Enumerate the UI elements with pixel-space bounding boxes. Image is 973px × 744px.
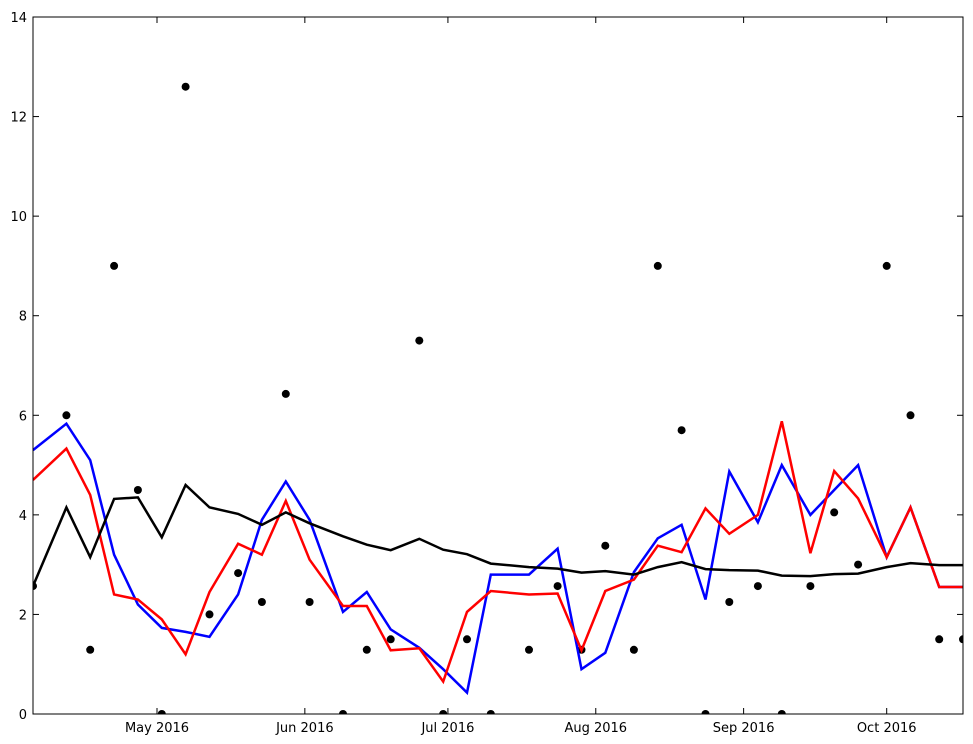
x-tick-label: Jul 2016 (420, 721, 474, 736)
data-point (601, 541, 610, 550)
data-point (806, 582, 815, 591)
y-tick-label: 6 (19, 409, 27, 424)
data-point (777, 710, 786, 714)
data-point (205, 610, 214, 619)
data-point (133, 486, 142, 494)
x-tick-label: Oct 2016 (857, 721, 917, 736)
data-point (281, 389, 290, 398)
data-point (553, 582, 562, 591)
data-point (415, 336, 424, 345)
data-point (181, 82, 190, 91)
data-point (439, 710, 448, 714)
x-tick-label: May 2016 (125, 721, 189, 736)
data-point (157, 710, 166, 714)
data-point (701, 710, 710, 714)
y-tick-label: 8 (19, 310, 27, 325)
y-tick-label: 12 (10, 111, 27, 126)
data-point (725, 598, 734, 606)
y-tick-label: 10 (10, 210, 27, 225)
data-point (882, 261, 891, 270)
x-tick-label: Jun 2016 (275, 721, 334, 736)
data-point (753, 582, 762, 591)
data-point (386, 635, 395, 644)
data-point (653, 261, 662, 270)
data-point (959, 635, 963, 644)
data-point (305, 598, 314, 606)
data-point (830, 508, 839, 517)
data-point (629, 645, 638, 654)
data-point (362, 645, 371, 654)
y-tick-label: 14 (10, 11, 27, 26)
data-point (257, 598, 266, 606)
data-point (935, 635, 944, 644)
plot-area (33, 82, 963, 714)
data-point (854, 560, 863, 569)
data-point (677, 426, 686, 435)
data-point (62, 411, 71, 420)
axes: 0 2 4 6 8 10 12 14 May 2016 Jun 2016 Jul 2016 Aug 2… (10, 11, 964, 736)
data-point (463, 635, 471, 644)
data-point (110, 261, 119, 270)
data-point (906, 411, 915, 420)
x-tick-label: Aug 2016 (564, 721, 627, 736)
data-point (486, 710, 495, 714)
series-line-2 (33, 420, 963, 685)
y-tick-label: 0 (19, 708, 27, 723)
series-line-3 (33, 482, 963, 587)
plot-frame (32, 16, 964, 715)
data-point (86, 645, 95, 654)
y-tick-label: 4 (19, 509, 27, 524)
x-tick-label: Sep 2016 (713, 721, 775, 736)
data-point (339, 710, 347, 714)
series-line-1 (33, 421, 963, 696)
y-tick-label: 2 (19, 608, 27, 623)
data-point (234, 569, 243, 578)
data-point (525, 645, 533, 654)
